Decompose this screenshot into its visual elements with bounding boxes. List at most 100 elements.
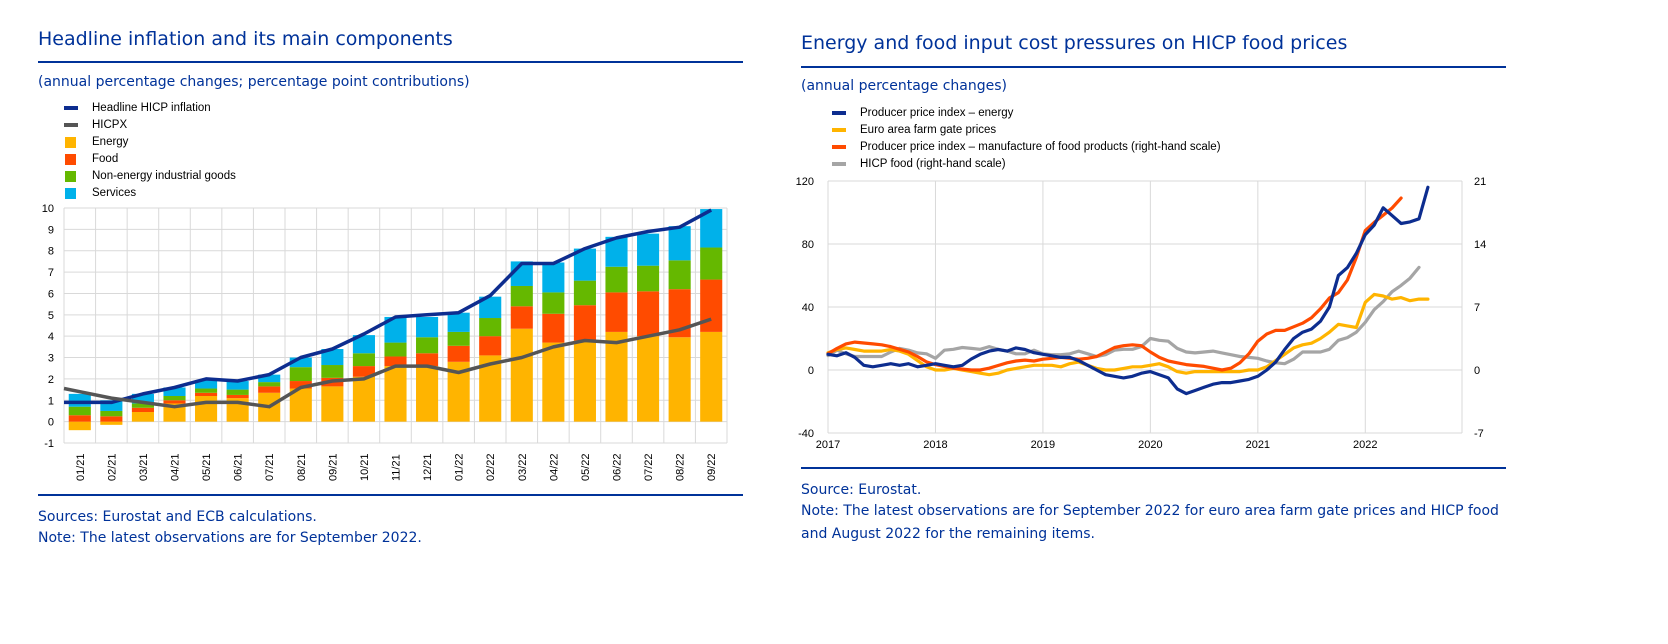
left-bar-services — [637, 233, 660, 266]
left-bar-food — [668, 289, 691, 338]
left-bar-non-energy-industrial-goods — [384, 342, 407, 357]
left-x-tick-label: 02/21 — [106, 453, 118, 481]
left-bar-energy — [605, 331, 628, 422]
left-y-tick-label: 8 — [48, 246, 54, 258]
left-legend-label: Energy — [92, 136, 129, 148]
left-legend-label: Food — [92, 153, 119, 165]
right-legend: Producer price index – energy Euro area f… — [832, 105, 1221, 173]
left-bar-food — [637, 291, 660, 337]
left-bar-services — [163, 387, 186, 396]
right-legend-item-producer-price-index-manufacture-of-food-products-right-hand-scale: Producer price index – manufacture of fo… — [832, 139, 1221, 156]
left-y-tick-label: 6 — [48, 288, 54, 300]
left-legend-swatch — [65, 137, 76, 148]
left-x-tick-label: 05/21 — [201, 453, 213, 481]
left-bar-energy — [289, 388, 312, 422]
left-footer-rule — [38, 494, 743, 496]
left-bar-non-energy-industrial-goods — [226, 389, 249, 395]
left-x-tick-label: 02/22 — [485, 453, 497, 481]
right-footer-rule — [801, 467, 1506, 469]
left-bar-services — [573, 248, 596, 281]
left-bar-services — [700, 209, 723, 248]
left-bar-energy — [384, 366, 407, 422]
left-bar-non-energy-industrial-goods — [195, 388, 218, 393]
left-bar-food — [68, 415, 91, 422]
left-x-tick-label: 07/22 — [643, 453, 655, 481]
left-legend-item-food: Food — [64, 151, 236, 168]
right-legend-item-hicp-food-right-hand-scale: HICP food (right-hand scale) — [832, 156, 1221, 173]
left-bar-energy — [700, 331, 723, 422]
right-y-right-tick-label: 0 — [1474, 365, 1480, 377]
left-bar-food — [416, 353, 439, 367]
left-legend-swatch — [64, 106, 78, 110]
left-bar-services — [100, 400, 123, 411]
left-bar-services — [479, 296, 502, 319]
right-legend-item-euro-area-farm-gate-prices: Euro area farm gate prices — [832, 122, 1221, 139]
left-y-tick-label: 10 — [42, 203, 54, 215]
right-x-tick-label: 2019 — [1031, 439, 1055, 451]
left-bar-food — [131, 407, 154, 413]
left-legend-item-energy: Energy — [64, 134, 236, 151]
left-y-tick-label: 5 — [48, 310, 54, 322]
left-bar-food — [163, 400, 186, 404]
right-note: Note: The latest observations are for Se… — [801, 503, 1499, 542]
right-legend-swatch — [832, 162, 846, 166]
left-x-tick-label: 05/22 — [580, 453, 592, 481]
left-x-tick-label: 03/21 — [138, 453, 150, 481]
left-title-rule — [38, 61, 743, 63]
left-x-tick-label: 04/21 — [170, 453, 182, 481]
left-bar-energy — [195, 396, 218, 422]
left-bar-food — [479, 336, 502, 356]
left-bar-energy — [131, 412, 154, 422]
left-sources: Sources: Eurostat and ECB calculations. — [38, 509, 317, 525]
right-legend-swatch — [832, 111, 846, 115]
right-y-right-tick-label: -7 — [1474, 428, 1484, 440]
left-bar-food — [447, 345, 470, 362]
right-legend-label: HICP food (right-hand scale) — [860, 158, 1006, 170]
left-bar-energy — [352, 376, 375, 422]
right-x-tick-label: 2022 — [1353, 439, 1377, 451]
left-bar-services — [447, 312, 470, 332]
left-bar-non-energy-industrial-goods — [573, 280, 596, 306]
right-legend-label: Euro area farm gate prices — [860, 124, 997, 136]
left-bar-energy — [68, 421, 91, 431]
left-y-tick-label: 9 — [48, 224, 54, 236]
left-bar-non-energy-industrial-goods — [258, 382, 281, 387]
left-x-tick-label: 12/21 — [422, 453, 434, 481]
left-bar-energy — [573, 340, 596, 422]
right-line-producer-price-index-energy — [826, 185, 1430, 396]
right-y-right-tick-label: 21 — [1474, 176, 1486, 188]
left-x-tick-label: 10/21 — [359, 453, 371, 481]
left-y-tick-label: 1 — [48, 395, 54, 407]
left-bar-energy — [668, 337, 691, 422]
left-bar-non-energy-industrial-goods — [605, 266, 628, 293]
left-legend-swatch — [65, 171, 76, 182]
left-x-tick-label: 03/22 — [517, 453, 529, 481]
left-bar-food — [700, 279, 723, 332]
left-bar-food — [510, 306, 533, 329]
left-bar-non-energy-industrial-goods — [447, 331, 470, 346]
left-bar-energy — [510, 328, 533, 422]
left-bar-non-energy-industrial-goods — [637, 265, 660, 292]
left-bar-services — [68, 393, 91, 407]
left-legend-item-headline-hicp-inflation: Headline HICP inflation — [64, 100, 236, 117]
left-bar-food — [226, 394, 249, 399]
right-y-left-tick-label: 120 — [796, 176, 814, 188]
right-x-tick-label: 2021 — [1246, 439, 1270, 451]
right-y-right-tick-label: 14 — [1474, 239, 1486, 251]
left-bar-services — [226, 381, 249, 390]
left-bar-non-energy-industrial-goods — [416, 337, 439, 354]
left-legend-swatch — [65, 188, 76, 199]
right-legend-swatch — [832, 145, 846, 149]
right-chart-subtitle: (annual percentage changes) — [801, 78, 1008, 94]
left-bar-services — [131, 393, 154, 404]
right-y-left-tick-label: 0 — [808, 365, 814, 377]
left-x-tick-label: 09/21 — [327, 453, 339, 481]
right-chart-panel: Energy and food input cost pressures on … — [796, 0, 1668, 644]
right-source: Source: Eurostat. — [801, 482, 922, 498]
left-bar-food — [384, 356, 407, 367]
right-legend-label: Producer price index – manufacture of fo… — [860, 141, 1221, 153]
left-x-tick-label: 07/21 — [264, 453, 276, 481]
left-bar-energy — [416, 366, 439, 422]
left-bar-services — [384, 316, 407, 343]
left-y-tick-label: 7 — [48, 267, 54, 279]
